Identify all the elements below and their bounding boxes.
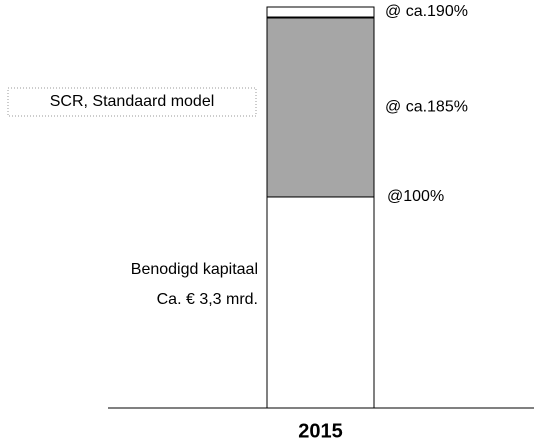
bar-segment: [266, 17, 375, 198]
x-tick-label: 2015: [298, 420, 343, 442]
left-label: Ca. € 3,3 mrd.: [157, 291, 258, 308]
level-label: @ ca.185%: [385, 98, 468, 115]
bar-segment: [266, 196, 375, 409]
boxed-label: SCR, Standaard model: [50, 93, 215, 110]
left-label: Benodigd kapitaal: [131, 261, 258, 278]
level-label: @100%: [387, 188, 444, 205]
bar-segment: [266, 6, 375, 19]
level-label: @ ca.190%: [385, 3, 468, 20]
label-box: [7, 87, 257, 117]
